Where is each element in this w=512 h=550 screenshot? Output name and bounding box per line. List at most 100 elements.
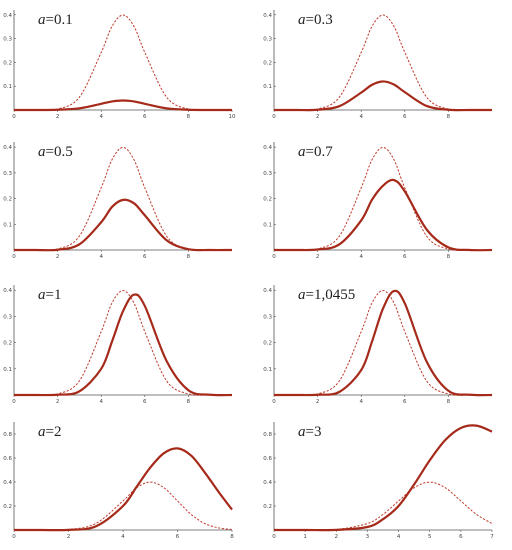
y-tick-label: 0.1 bbox=[3, 84, 12, 90]
series-curve-solid bbox=[13, 99, 233, 112]
y-tick-label: 0.4 bbox=[263, 480, 272, 486]
x-tick-label: 6 bbox=[403, 399, 407, 405]
x-tick-label: 4 bbox=[99, 399, 103, 405]
x-tick-label: 10 bbox=[229, 114, 236, 120]
x-tick-label: 0 bbox=[12, 399, 16, 405]
y-tick-label: 0.4 bbox=[3, 480, 12, 486]
x-tick-label: 8 bbox=[447, 114, 451, 120]
y-tick-label: 0.1 bbox=[3, 367, 12, 373]
x-tick-label: 0 bbox=[12, 254, 16, 260]
x-tick-label: 1 bbox=[303, 534, 307, 540]
series-curve-solid bbox=[13, 293, 233, 397]
panel-parameter-label: a=0.5 bbox=[38, 144, 73, 161]
plot-area: 0 1 2 3 4 5 6 7 0.2 0.4 0.6 0.8 bbox=[263, 422, 494, 540]
parameter-value: =2 bbox=[45, 424, 62, 440]
y-tick-label: 0.2 bbox=[263, 60, 272, 66]
y-tick-label: 0.3 bbox=[3, 37, 12, 43]
chart-panel-1: 0 2 4 6 8 10 0.1 0.2 0.3 0.4 a=0.1 bbox=[3, 8, 236, 120]
panel-parameter-label: a=1,0455 bbox=[298, 287, 355, 304]
x-tick-label: 6 bbox=[403, 254, 407, 260]
chart-panel-5: 0 2 4 6 8 0.1 0.2 0.3 0.4 a=1 bbox=[3, 283, 236, 405]
chart-panel-7: 0 2 4 6 8 0.2 0.4 0.6 0.8 a=2 bbox=[3, 420, 236, 540]
y-tick-label: 0.4 bbox=[263, 288, 272, 294]
x-tick-label: 4 bbox=[359, 114, 363, 120]
y-tick-label: 0.1 bbox=[263, 367, 272, 373]
plot-area: 0 2 4 6 8 0.1 0.2 0.3 0.4 bbox=[263, 285, 493, 405]
y-tick-label: 0.6 bbox=[263, 456, 272, 462]
y-tick-label: 0.2 bbox=[263, 504, 272, 510]
series-curve-solid bbox=[13, 198, 233, 252]
x-tick-label: 4 bbox=[397, 534, 401, 540]
parameter-value: =1 bbox=[45, 287, 62, 303]
x-tick-label: 7 bbox=[490, 534, 494, 540]
y-tick-label: 0.1 bbox=[263, 222, 272, 228]
x-tick-label: 0 bbox=[272, 114, 276, 120]
plot-area: 0 2 4 6 8 0.1 0.2 0.3 0.4 bbox=[3, 285, 233, 405]
series-curve-solid bbox=[13, 447, 233, 532]
reference-curve-dashed bbox=[13, 14, 233, 111]
y-tick-label: 0.8 bbox=[3, 432, 12, 438]
parameter-symbol: a bbox=[298, 144, 306, 160]
plot-area: 0 2 4 6 8 0.1 0.2 0.3 0.4 bbox=[263, 142, 493, 260]
x-tick-label: 6 bbox=[143, 399, 147, 405]
parameter-symbol: a bbox=[38, 144, 46, 160]
y-tick-label: 0.4 bbox=[3, 13, 12, 19]
x-tick-label: 8 bbox=[230, 534, 234, 540]
x-tick-label: 2 bbox=[56, 254, 60, 260]
y-tick-label: 0.3 bbox=[3, 314, 12, 320]
panel-parameter-label: a=0.1 bbox=[38, 12, 73, 29]
x-tick-label: 2 bbox=[56, 114, 60, 120]
y-tick-label: 0.3 bbox=[3, 171, 12, 177]
reference-curve-dashed bbox=[13, 289, 233, 396]
y-tick-label: 0.3 bbox=[263, 37, 272, 43]
chart-panel-2: 0 2 4 6 8 0.1 0.2 0.3 0.4 a=0.3 bbox=[263, 8, 496, 120]
chart-panel-6: 0 2 4 6 8 0.1 0.2 0.3 0.4 a=1,0455 bbox=[263, 283, 496, 405]
panel-parameter-label: a=1 bbox=[38, 287, 61, 304]
chart-panel-4: 0 2 4 6 8 0.1 0.2 0.3 0.4 a=0.7 bbox=[263, 140, 496, 260]
x-tick-label: 6 bbox=[143, 254, 147, 260]
series-curve-solid bbox=[273, 289, 493, 397]
plot-area: 0 2 4 6 8 10 0.1 0.2 0.3 0.4 bbox=[3, 10, 236, 120]
x-tick-label: 0 bbox=[272, 399, 276, 405]
parameter-value: =0.7 bbox=[305, 144, 333, 160]
chart-panel-8: 0 1 2 3 4 5 6 7 0.2 0.4 0.6 0.8 a=3 bbox=[263, 420, 496, 540]
x-tick-label: 0 bbox=[272, 534, 276, 540]
y-tick-label: 0.3 bbox=[263, 314, 272, 320]
reference-curve-dashed bbox=[273, 481, 493, 531]
x-tick-label: 2 bbox=[316, 399, 320, 405]
y-tick-label: 0.1 bbox=[3, 222, 12, 228]
y-tick-label: 0.3 bbox=[263, 171, 272, 177]
x-tick-label: 3 bbox=[366, 534, 370, 540]
x-tick-label: 2 bbox=[56, 399, 60, 405]
panel-parameter-label: a=2 bbox=[38, 424, 61, 441]
y-tick-label: 0.2 bbox=[3, 197, 12, 203]
x-tick-label: 6 bbox=[143, 114, 147, 120]
x-tick-label: 8 bbox=[447, 254, 451, 260]
plot-area: 0 2 4 6 8 0.1 0.2 0.3 0.4 bbox=[3, 142, 233, 260]
y-tick-label: 0.2 bbox=[3, 341, 12, 347]
reference-curve-dashed bbox=[273, 14, 493, 111]
parameter-symbol: a bbox=[298, 287, 306, 303]
panel-parameter-label: a=3 bbox=[298, 424, 321, 441]
x-tick-label: 2 bbox=[316, 254, 320, 260]
y-tick-label: 0.2 bbox=[263, 197, 272, 203]
parameter-value: =0.3 bbox=[305, 12, 333, 28]
x-tick-label: 8 bbox=[447, 399, 451, 405]
x-tick-label: 0 bbox=[12, 114, 16, 120]
parameter-value: =1,0455 bbox=[305, 287, 356, 303]
x-tick-label: 0 bbox=[272, 254, 276, 260]
parameter-symbol: a bbox=[38, 287, 46, 303]
plot-area: 0 2 4 6 8 0.1 0.2 0.3 0.4 bbox=[263, 10, 493, 120]
y-tick-label: 0.4 bbox=[3, 145, 12, 151]
series-curve-solid bbox=[273, 80, 493, 112]
plot-area: 0 2 4 6 8 0.2 0.4 0.6 0.8 bbox=[3, 422, 234, 540]
parameter-symbol: a bbox=[298, 424, 306, 440]
parameter-value: =3 bbox=[305, 424, 322, 440]
panel-parameter-label: a=0.7 bbox=[298, 144, 333, 161]
y-tick-label: 0.8 bbox=[263, 432, 272, 438]
chart-panel-3: 0 2 4 6 8 0.1 0.2 0.3 0.4 a=0.5 bbox=[3, 140, 236, 260]
x-tick-label: 4 bbox=[99, 254, 103, 260]
x-tick-label: 6 bbox=[459, 534, 463, 540]
series-curve-solid bbox=[273, 424, 493, 532]
y-tick-label: 0.6 bbox=[3, 456, 12, 462]
